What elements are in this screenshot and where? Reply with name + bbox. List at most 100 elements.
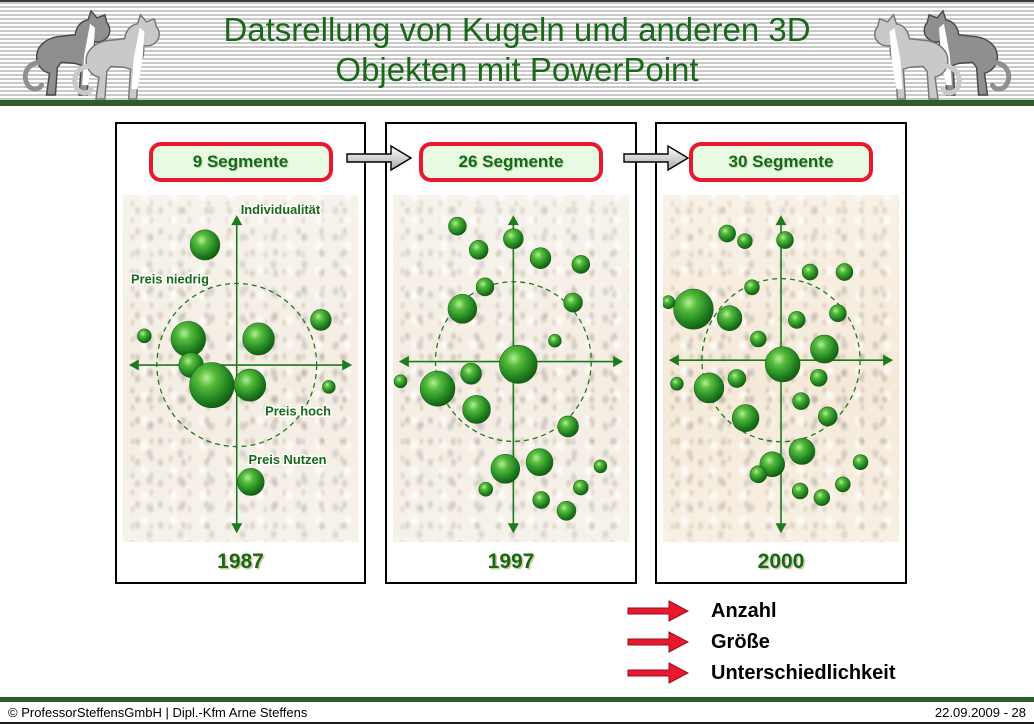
bubble <box>788 311 806 329</box>
bubble <box>322 380 336 394</box>
bubble <box>813 489 831 506</box>
bubble <box>744 279 760 296</box>
legend-label-unterschiedlichkeit: Unterschiedlichkeit <box>711 661 896 684</box>
bubble <box>448 216 467 236</box>
header-green-bar <box>0 100 1034 106</box>
slide-title: Datsrellung von Kugeln und anderen 3D Ob… <box>0 10 1034 90</box>
bubble <box>393 374 408 389</box>
bubble <box>490 453 521 484</box>
bubble <box>556 500 577 521</box>
legend-row-anzahl: Anzahl <box>627 600 896 622</box>
bubble <box>663 295 676 310</box>
bubble <box>716 305 743 332</box>
bubble <box>557 415 579 438</box>
axis-label: Individualität <box>241 202 321 217</box>
bubble <box>573 479 589 496</box>
cats-logo-left-icon <box>22 9 160 100</box>
panel-1997: 26 Segmente 1997 <box>385 122 637 584</box>
bubble <box>810 334 839 364</box>
bubble <box>503 228 524 250</box>
slide-title-line2: Objekten mit PowerPoint <box>335 51 699 88</box>
bubble <box>563 292 583 313</box>
bubble <box>776 231 794 249</box>
axis-arrowhead-icon <box>775 523 787 534</box>
legend-row-unterschiedlichkeit: Unterschiedlichkeit <box>627 662 896 684</box>
segment-badge-2: 26 Segmente <box>419 142 603 182</box>
red-arrow-icon <box>627 600 689 622</box>
bubble <box>670 376 684 391</box>
axis-arrowhead-icon <box>398 356 409 368</box>
bubble <box>242 322 275 356</box>
bubble <box>548 333 562 348</box>
bubble <box>718 224 736 243</box>
bubble <box>571 255 591 274</box>
bubble <box>532 491 550 509</box>
crowd-photo-1: Individualität Preis niedrig Preis hoch Pre… <box>123 195 358 542</box>
panel-1987: 9 Segmente Individualität Preis niedrig Pr… <box>115 122 366 584</box>
bubble <box>189 229 221 261</box>
bubble <box>818 406 838 427</box>
bubble <box>835 263 854 281</box>
bubble <box>731 404 760 432</box>
flow-arrow-icon-1 <box>346 144 412 172</box>
bubble <box>447 293 478 324</box>
axis-arrowhead-icon <box>507 215 519 226</box>
bubble <box>764 346 801 383</box>
bubble <box>233 368 267 402</box>
bubble <box>499 344 538 384</box>
bubble <box>170 321 206 357</box>
bubble <box>852 454 869 470</box>
bubble <box>460 362 482 385</box>
crowd-photo-2 <box>393 195 629 542</box>
bubble-chart-2000 <box>663 215 894 534</box>
bubble <box>525 448 554 477</box>
footer-green-bar <box>0 697 1034 702</box>
axis-label: Preis niedrig <box>131 271 209 286</box>
bubble <box>673 288 714 330</box>
bubble-chart-1987: Individualität Preis niedrig Preis hoch Pre… <box>128 201 353 534</box>
bubble <box>475 277 495 297</box>
legend-label-groesse: Größe <box>711 630 770 653</box>
slide-title-line1: Datsrellung von Kugeln und anderen 3D <box>223 11 811 48</box>
bubble <box>693 372 725 404</box>
bubble <box>529 247 552 269</box>
bubble-chart-1997 <box>393 215 624 534</box>
bubble <box>727 369 747 388</box>
bubble <box>791 482 809 500</box>
axis-arrowhead-icon <box>128 359 139 371</box>
footer-copyright: © ProfessorSteffensGmbH | Dipl.-Kfm Arne… <box>8 705 308 720</box>
axis-arrowhead-icon <box>342 359 353 371</box>
axis-label: Preis Nutzen <box>248 452 326 467</box>
header-stripes: Datsrellung von Kugeln und anderen 3D Ob… <box>0 0 1034 100</box>
slide-bottom-edge <box>0 722 1034 724</box>
axis-arrowhead-icon <box>507 523 519 534</box>
year-label-2: 1997 <box>487 550 535 573</box>
segment-badge-3: 30 Segmente <box>689 142 873 182</box>
axis-arrowhead-icon <box>883 354 894 366</box>
year-label-3: 2000 <box>757 550 805 573</box>
legend-label-anzahl: Anzahl <box>711 599 777 622</box>
bubble <box>792 392 810 410</box>
bubble <box>478 481 493 497</box>
bubble <box>810 369 828 387</box>
axis-arrowhead-icon <box>231 215 243 226</box>
year-label-1: 1987 <box>217 550 264 573</box>
panel-2000: 30 Segmente 2000 <box>655 122 907 584</box>
bubble <box>829 304 847 323</box>
cats-logo-right-icon <box>874 9 1012 100</box>
axis-label: Preis hoch <box>265 403 331 418</box>
bubble <box>462 395 491 424</box>
bubble <box>137 328 152 344</box>
bubble <box>801 263 819 281</box>
bubble <box>237 468 265 496</box>
bubble <box>750 330 767 348</box>
flow-arrow-icon-2 <box>623 144 689 172</box>
red-arrow-icon <box>627 662 689 684</box>
bubble <box>737 233 753 249</box>
crowd-photo-3 <box>663 195 899 542</box>
bubble <box>749 465 768 484</box>
axis-arrowhead-icon <box>668 354 679 366</box>
footer: © ProfessorSteffensGmbH | Dipl.-Kfm Arne… <box>0 703 1034 722</box>
bubble <box>468 240 489 260</box>
